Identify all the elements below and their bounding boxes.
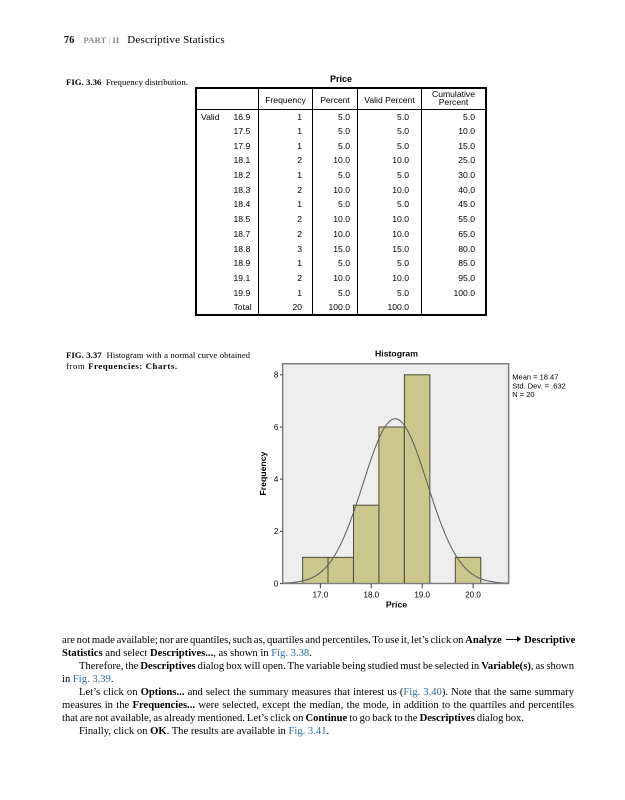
svg-text:4: 4 [274,475,279,484]
svg-text:Price: Price [386,600,407,610]
svg-text:2: 2 [274,527,279,536]
svg-text:18.0: 18.0 [364,591,380,600]
svg-text:N = 20: N = 20 [512,390,534,399]
svg-text:0: 0 [274,579,279,588]
svg-text:19.0: 19.0 [414,591,430,600]
svg-text:8: 8 [274,371,279,380]
svg-text:Std. Dev. = .632: Std. Dev. = .632 [512,382,565,391]
svg-text:Frequency: Frequency [258,451,268,495]
svg-text:6: 6 [274,423,279,432]
svg-text:Mean = 18.47: Mean = 18.47 [512,373,558,382]
svg-text:Histogram: Histogram [375,349,418,359]
svg-text:20.0: 20.0 [465,591,481,600]
svg-text:17.0: 17.0 [313,591,329,600]
